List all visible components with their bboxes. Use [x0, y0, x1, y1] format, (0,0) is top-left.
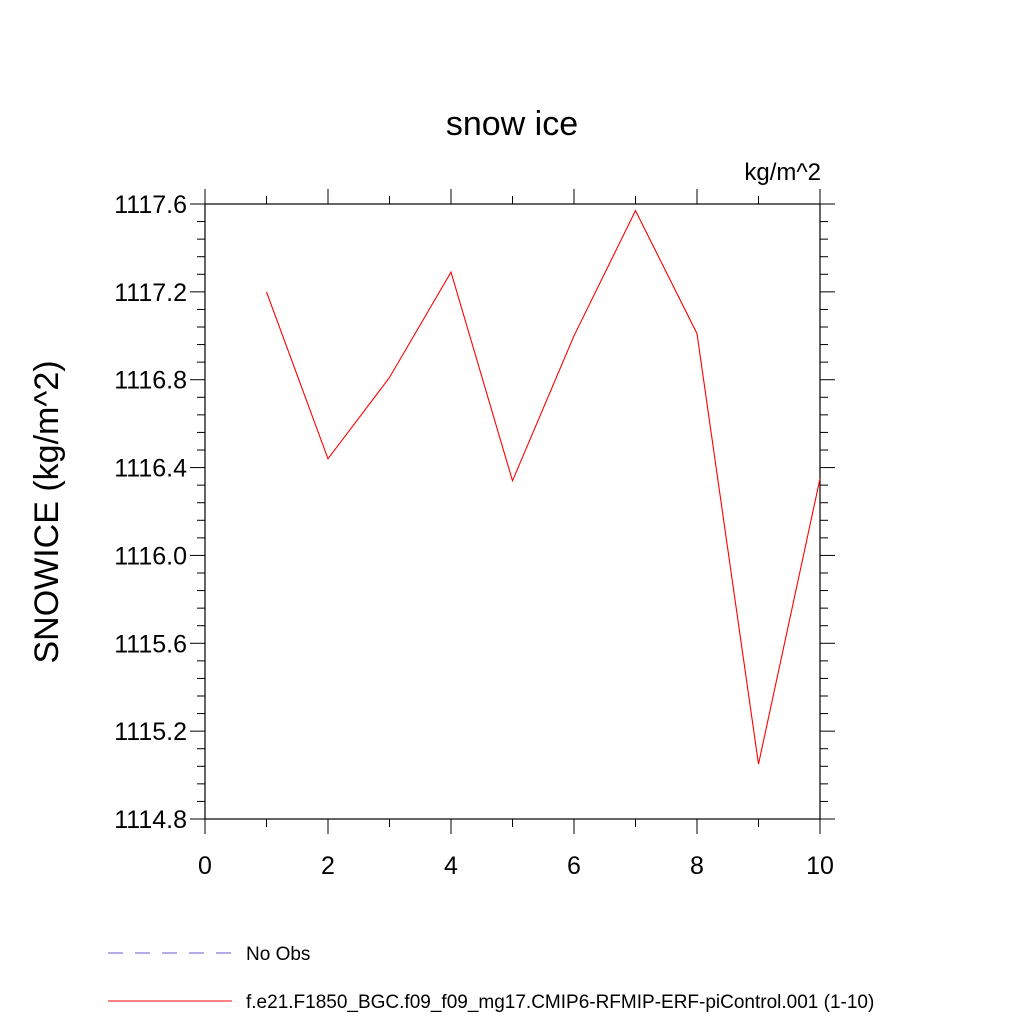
legend-label: No Obs — [246, 944, 310, 965]
x-tick-label: 10 — [806, 852, 834, 880]
x-tick-label: 8 — [690, 852, 704, 880]
y-tick-label: 1117.6 — [114, 191, 187, 219]
x-tick-label: 6 — [567, 852, 581, 880]
y-axis-label: SNOWICE (kg/m^2) — [28, 360, 66, 663]
y-tick-label: 1116.8 — [114, 367, 187, 395]
axes — [204, 203, 821, 820]
x-tick-label: 2 — [321, 852, 335, 880]
series-line — [265, 209, 821, 765]
tick-marks — [190, 189, 835, 834]
x-tick-label: 0 — [198, 852, 212, 880]
y-tick-label: 1116.4 — [114, 455, 187, 483]
y-tick-label: 1114.8 — [114, 806, 187, 834]
x-tick-labels: 0 2 4 6 8 10 — [198, 852, 834, 880]
y-tick-label: 1117.2 — [114, 279, 187, 307]
y-tick-label: 1115.6 — [114, 630, 187, 658]
y-tick-label: 1115.2 — [114, 718, 187, 746]
y-tick-label: 1116.0 — [114, 542, 187, 570]
legend: No Obs f.e21.F1850_BGC.f09_f09_mg17.CMIP6… — [108, 944, 874, 1013]
chart-title: snow ice — [446, 105, 578, 143]
y-tick-labels: 1114.8 1115.2 1115.6 1116.0 1116.4 1116.8 1117… — [114, 191, 187, 834]
x-tick-label: 4 — [444, 852, 458, 880]
legend-label: f.e21.F1850_BGC.f09_f09_mg17.CMIP6-RFMIP… — [246, 992, 874, 1013]
units-label: kg/m^2 — [744, 159, 821, 186]
plot-frame — [204, 203, 821, 820]
series-lines — [265, 209, 821, 765]
